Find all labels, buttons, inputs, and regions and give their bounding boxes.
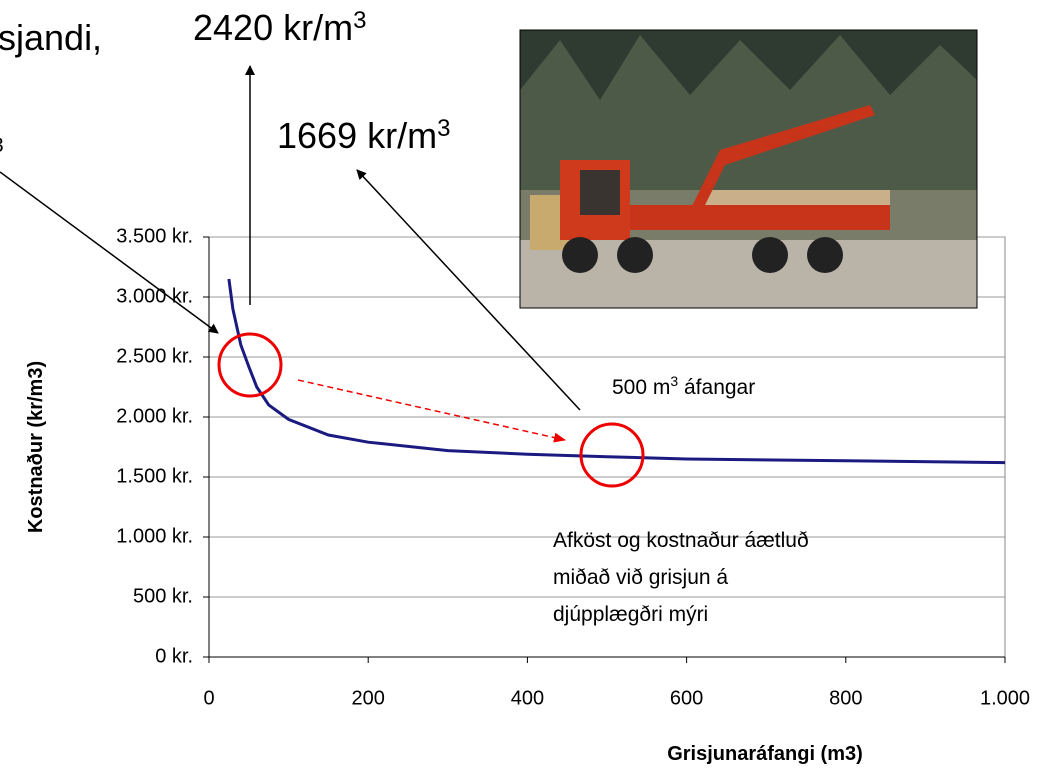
- y-tick-label: 1.500 kr.: [116, 465, 193, 487]
- x-axis-title: Grisjunaráfangi (m3): [667, 743, 863, 765]
- annotation-text: 2420 kr/m: [193, 7, 353, 48]
- annotation: sjandi,: [0, 17, 102, 58]
- highlight-circle: [219, 334, 281, 396]
- annotation: Afköst og kostnaður áætluð: [553, 529, 809, 552]
- dashed-arrow: [298, 380, 565, 440]
- y-axis-title: Kostnaður (kr/m3): [25, 361, 47, 533]
- annotation-sup: 3: [353, 7, 366, 34]
- x-tick-label: 0: [203, 687, 214, 709]
- annotation-text: áfangar: [678, 376, 755, 399]
- y-tick-label: 1.000 kr.: [116, 525, 193, 547]
- annotation: djúpplægðri mýri: [553, 603, 708, 626]
- x-tick-label: 800: [829, 687, 862, 709]
- y-tick-label: 2.000 kr.: [116, 405, 193, 427]
- chart: 0 kr. 500 kr. 1.000 kr. 1.500 kr. 2.000 kr. 2…: [0, 0, 1058, 772]
- x-tick-label: 600: [670, 687, 703, 709]
- y-tick-label: 0 kr.: [155, 645, 193, 667]
- annotation-text: 1669 kr/m: [277, 115, 437, 156]
- photo: [520, 30, 977, 308]
- annotation: 2420 kr/m3: [193, 7, 366, 48]
- y-tick-label: 3.000 kr.: [116, 285, 193, 307]
- annotation-sup: 3: [437, 115, 450, 142]
- x-tick-label: 400: [511, 687, 544, 709]
- y-tick-label: 3.500 kr.: [116, 225, 193, 247]
- y-tick-label: 2.500 kr.: [116, 345, 193, 367]
- x-tick-label: 1.000: [980, 687, 1030, 709]
- arrow: [0, 172, 218, 333]
- annotation: miðað við grisjun á: [553, 566, 728, 589]
- annotation-sup: 3: [670, 373, 678, 389]
- annotation: 3: [0, 134, 4, 157]
- x-tick-label: 200: [352, 687, 385, 709]
- y-tick-label: 500 kr.: [133, 585, 193, 607]
- annotation: 1669 kr/m3: [277, 115, 450, 156]
- annotation-text: 500 m: [612, 376, 670, 399]
- annotation: 500 m3 áfangar: [612, 373, 755, 399]
